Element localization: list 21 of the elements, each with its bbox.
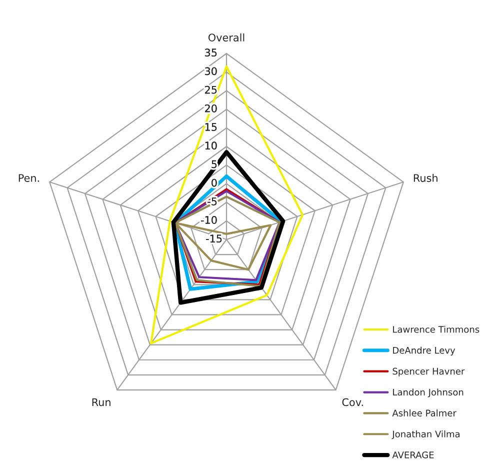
y-tick-label: 30 bbox=[205, 67, 217, 76]
legend-label: Spencer Havner bbox=[392, 368, 465, 376]
y-tick-label: -10 bbox=[200, 216, 217, 224]
legend-label: Jonathan Vilma bbox=[392, 430, 460, 440]
y-tick-label: 15 bbox=[205, 123, 217, 131]
spoke-label: Overall bbox=[208, 33, 244, 42]
y-tick-label: 35 bbox=[205, 48, 217, 57]
spoke-label: Run bbox=[92, 398, 110, 406]
y-tick-label: 0 bbox=[212, 178, 217, 187]
legend-label: DeAndre Levy bbox=[393, 346, 456, 356]
spoke-label: Pen. bbox=[18, 174, 39, 182]
spoke-label: Cov. bbox=[342, 398, 363, 406]
legend-label: Ashlee Palmer bbox=[392, 409, 456, 416]
legend-label: AVERAGE bbox=[392, 452, 434, 458]
legend-label: Lawrence Timmons bbox=[393, 326, 480, 333]
spoke-label: Rush bbox=[414, 174, 438, 182]
legend-label: Landon Johnson bbox=[393, 388, 464, 398]
y-tick-label: 25 bbox=[205, 86, 217, 94]
y-tick-label: 10 bbox=[205, 142, 217, 150]
y-tick-label: -5 bbox=[208, 198, 217, 206]
y-tick-label: -15 bbox=[206, 234, 222, 243]
